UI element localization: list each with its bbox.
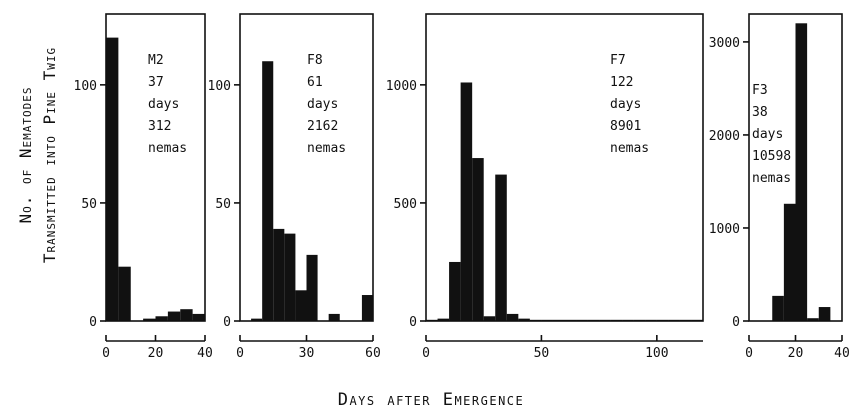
bar [783,203,796,321]
annotation-line: nemas [148,141,187,156]
bar [155,316,168,321]
annotation-line: 8901 [610,119,641,134]
annotation-line: 2162 [307,119,338,134]
annotation-line: 37 [148,75,164,90]
bar [495,174,507,321]
y-tick-label: 500 [394,197,417,212]
x-tick-label: 0 [745,346,753,361]
bar [506,313,519,321]
bar [772,295,784,321]
x-tick-label: 30 [299,346,315,361]
x-tick-label: 50 [534,346,550,361]
annotation-line: 10598 [752,149,791,164]
x-tick-label: 60 [365,346,381,361]
plot-frame [748,13,843,322]
y-tick-label: 100 [208,79,231,94]
bar [460,82,473,321]
bar [807,318,819,321]
y-tick-label: 0 [223,315,231,330]
y-axis-title: No. of Nematodes Transmitted into Pine T… [16,47,59,263]
bar [192,313,205,321]
y-tick-label: 3000 [709,36,740,51]
x-tick-label: 100 [645,346,668,361]
annotation-line: nemas [307,141,346,156]
y-axis-title-line-1: No. of Nematodes [16,86,35,223]
y-tick-label: 0 [89,315,97,330]
bar [180,309,193,321]
panel-4: 0 20 40 0 1000 2000 3000 F3 38 days 10598 nemas [709,13,850,361]
x-tick-label: 20 [148,346,164,361]
bar [106,37,119,321]
annotation-line: 122 [610,75,633,90]
bar [251,318,263,321]
plot-frame [239,13,374,322]
annotation-line: days [752,127,783,142]
plot-frame [105,13,206,322]
x-tick-label: 0 [422,346,430,361]
bar [818,307,831,321]
x-axis-title: Days after Emergence [338,390,525,410]
bar [167,311,181,321]
bar [518,318,530,321]
annotation-line: days [307,97,338,112]
bar [449,261,461,321]
bar [284,233,296,321]
annotation-line: 61 [307,75,323,90]
annotation-line: nemas [610,141,649,156]
y-tick-label: 2000 [709,129,740,144]
bar [328,313,340,321]
x-tick-label: 0 [102,346,110,361]
bar [472,158,484,321]
specimen-label: F7 [610,53,626,68]
annotation-line: days [610,97,641,112]
y-tick-label: 50 [81,197,97,212]
bar [295,290,307,321]
y-tick-label: 100 [74,79,97,94]
y-tick-label: 0 [409,315,417,330]
x-tick-label: 0 [236,346,244,361]
specimen-label: F8 [307,53,323,68]
bar [262,61,274,321]
annotation-line: nemas [752,171,791,186]
bar [361,295,373,321]
bar [795,23,808,321]
specimen-label: F3 [752,83,768,98]
y-axis-title-line-2: Transmitted into Pine Twig [40,47,59,263]
bar [483,316,496,321]
x-tick-label: 40 [834,346,850,361]
panel-1: 0 20 40 0 50 100 M2 37 days 312 nemas [74,13,213,361]
annotation-line: days [148,97,179,112]
histogram-panels: 0 20 40 0 50 100 M2 37 days 312 nemas 0 30 60 0 50 100 F8… [74,13,850,361]
bar [143,318,156,321]
annotation-line: 38 [752,105,768,120]
bar [437,318,450,321]
x-tick-label: 20 [788,346,804,361]
bar [273,228,285,321]
bar [306,254,318,321]
y-tick-label: 1000 [709,222,740,237]
bar [118,266,131,321]
y-tick-label: 50 [215,197,231,212]
y-tick-label: 1000 [386,79,417,94]
plot-frame [425,13,704,322]
annotation-line: 312 [148,119,171,134]
specimen-label: M2 [148,53,164,68]
x-tick-label: 40 [197,346,213,361]
panel-2: 0 30 60 0 50 100 F8 61 days 2162 nemas [208,13,381,361]
y-tick-label: 0 [732,315,740,330]
